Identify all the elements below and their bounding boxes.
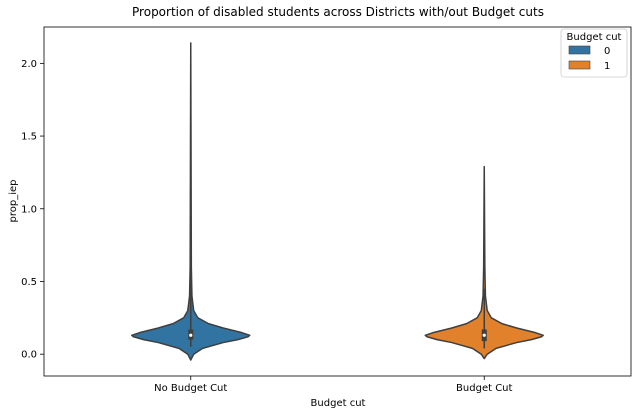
legend-label-0: 0: [604, 46, 610, 57]
violin-body-1: [424, 165, 544, 360]
y-tick-label: 2.0: [21, 59, 37, 70]
chart-title: Proportion of disabled students across D…: [132, 5, 544, 19]
y-tick-label: 0.0: [21, 350, 37, 361]
legend: Budget cut 0 1: [560, 28, 628, 78]
y-tick-label: 0.5: [21, 277, 37, 288]
violin-body-0: [131, 42, 251, 361]
violin-median-1: [482, 333, 486, 337]
x-axis: No Budget Cut Budget Cut: [154, 376, 513, 394]
legend-title: Budget cut: [567, 32, 622, 43]
y-tick-label: 1.5: [21, 132, 37, 143]
x-tick-label: Budget Cut: [456, 383, 512, 394]
y-axis: 0.0 0.5 1.0 1.5 2.0: [21, 59, 44, 361]
y-tick-label: 1.0: [21, 204, 37, 215]
legend-label-1: 1: [604, 61, 610, 72]
y-axis-label: prop_iep: [8, 180, 19, 223]
legend-swatch-1: [568, 60, 591, 70]
violin-median-0: [189, 333, 193, 337]
x-axis-label: Budget cut: [311, 398, 366, 409]
plot-area: [43, 26, 632, 377]
violin-layer: [131, 42, 544, 361]
x-tick-label: No Budget Cut: [154, 383, 227, 394]
legend-swatch-0: [568, 45, 591, 55]
